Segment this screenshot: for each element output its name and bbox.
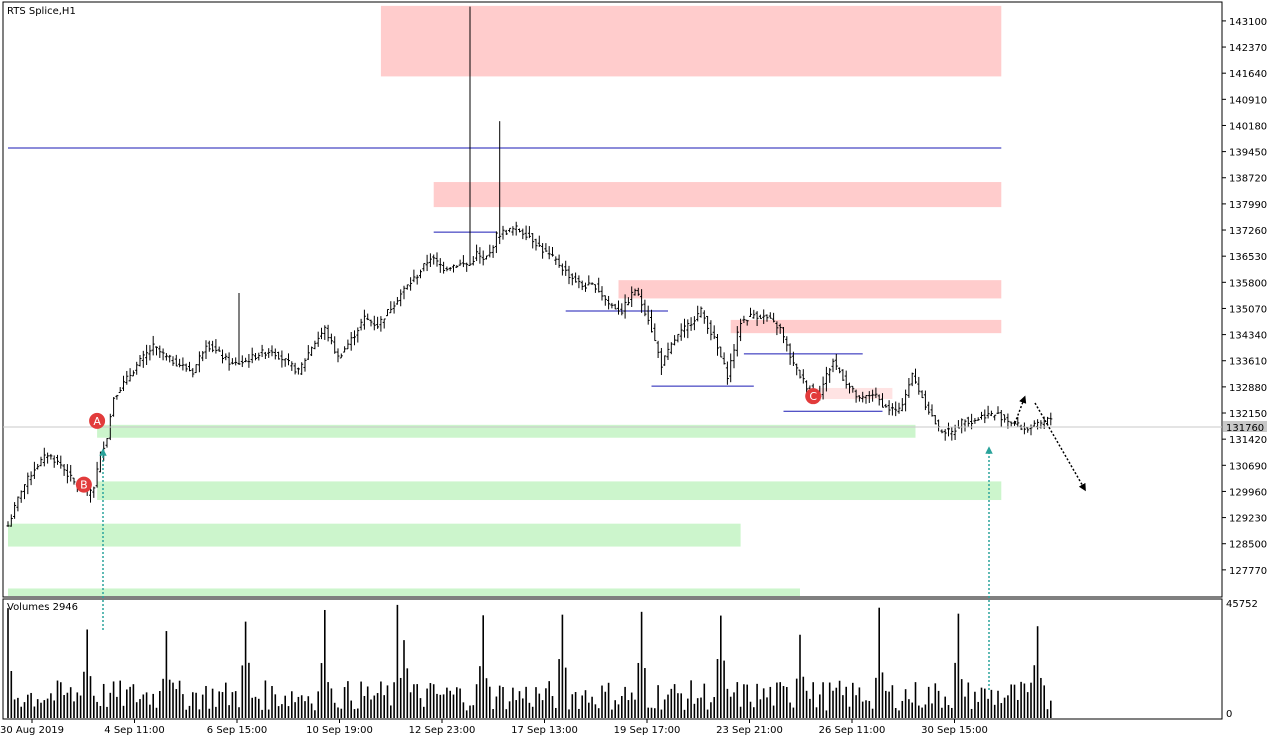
zone-supply-2 [618,280,1002,299]
price-tick-label: 143100 [1229,17,1267,28]
markers-layer: A B C [75,388,822,493]
price-bars [6,6,1053,527]
price-tick-label: 129960 [1229,487,1267,498]
price-tick-label: 140180 [1229,121,1267,132]
price-tick-label: 142370 [1229,43,1267,54]
zone-demand-6 [97,481,1002,501]
time-tick-label: 23 Sep 21:00 [716,725,783,736]
arrow-black-up [1014,395,1027,424]
marker-label-b: B [80,479,88,492]
price-tick-label: 133610 [1229,357,1267,368]
time-tick-label: 30 Aug 2019 [0,725,64,736]
price-tick-label: 139450 [1229,148,1267,159]
marker-label-a: A [93,415,101,428]
time-tick-label: 17 Sep 13:00 [511,725,578,736]
volume-max-label: 45752 [1226,599,1258,610]
levels-layer [8,147,1002,412]
volume-bars [7,604,1052,718]
price-tick-label: 129230 [1229,514,1267,525]
zone-demand-7 [8,523,741,547]
arrow-black-down [1034,402,1086,492]
zone-supply-0 [380,5,1002,77]
price-tick-label: 127770 [1229,566,1267,577]
current-price-label: 131760 [1226,423,1264,434]
marker-a [89,412,106,429]
volume-label: Volumes 2946 [7,602,78,613]
zone-demand-8 [8,588,800,596]
price-tick-label: 134340 [1229,331,1267,342]
price-pane-frame [2,1,1223,598]
price-tick-label: 132150 [1229,409,1267,420]
time-axis: 30 Aug 2019 4 Sep 11:00 6 Sep 15:00 10 Sep … [0,719,988,736]
time-tick-label: 30 Sep 15:00 [921,725,988,736]
volume-pane-frame [2,598,1223,720]
price-tick-label: 138720 [1229,174,1267,185]
time-tick-label: 4 Sep 11:00 [104,725,164,736]
time-tick-label: 10 Sep 19:00 [306,725,373,736]
price-axis: 143100 142370 141640 140910 140180 139450 1387… [1222,17,1267,577]
annotation-arrows [99,395,1086,690]
chart-title: RTS Splice,H1 [7,6,76,17]
current-price-box [1223,420,1267,432]
zone-supply-1 [433,182,1002,208]
price-tick-label: 140910 [1229,95,1267,106]
price-tick-label: 135070 [1229,304,1267,315]
zone-supply-light-4 [806,387,893,400]
price-tick-label: 132880 [1229,383,1267,394]
zones-layer [8,5,1002,596]
price-tick-label: 131420 [1229,435,1267,446]
time-tick-label: 26 Sep 11:00 [819,725,886,736]
marker-b [75,476,92,493]
price-tick-label: 141640 [1229,69,1267,80]
marker-c [805,388,822,405]
price-tick-label: 135800 [1229,278,1267,289]
zone-supply-3 [730,319,1002,334]
price-tick-label: 136530 [1229,252,1267,263]
zone-demand-5 [97,424,916,438]
volume-min-label: 0 [1226,709,1232,720]
time-tick-label: 6 Sep 15:00 [207,725,267,736]
price-tick-label: 130690 [1229,461,1267,472]
price-tick-label: 128500 [1229,540,1267,551]
marker-label-c: C [809,390,817,403]
price-tick-label: 137260 [1229,226,1267,237]
time-tick-label: 19 Sep 17:00 [614,725,681,736]
time-tick-label: 12 Sep 23:00 [409,725,476,736]
price-tick-label: 137990 [1229,200,1267,211]
